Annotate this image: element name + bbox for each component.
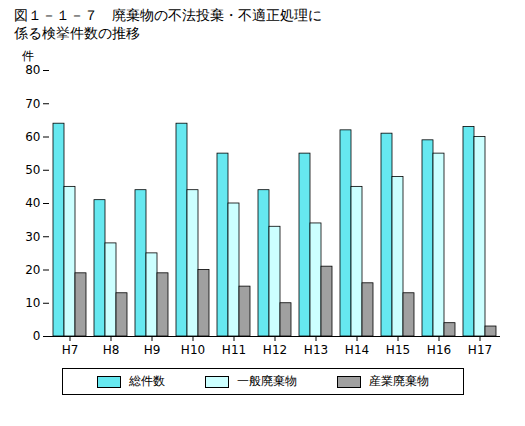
svg-text:H13: H13 (304, 343, 328, 357)
svg-text:H7: H7 (62, 343, 79, 357)
html-text:総件数: 総件数 (128, 374, 165, 389)
svg-text:H15: H15 (386, 343, 410, 357)
svg-text:60: 60 (25, 130, 40, 144)
svg-text:10: 10 (25, 296, 40, 310)
svg-text:0: 0 (33, 330, 41, 344)
svg-text:20: 20 (25, 263, 40, 277)
svg-text:H9: H9 (144, 343, 161, 357)
svg-text:H11: H11 (222, 343, 246, 357)
svg-text:30: 30 (25, 230, 40, 244)
svg-text:H14: H14 (345, 343, 369, 357)
svg-text:80: 80 (25, 64, 40, 78)
svg-text:40: 40 (25, 197, 40, 211)
svg-text:H12: H12 (263, 343, 287, 357)
html-text:図１－１－７ 廃棄物の不法投棄・不適正処理に 係る検挙件数の: 図１－１－７ 廃棄物の不法投棄・不適正処理に 係る検挙件数の推移 (14, 7, 322, 42)
svg-text:H17: H17 (468, 343, 492, 357)
svg-text:H10: H10 (181, 343, 205, 357)
svg-text:70: 70 (25, 97, 40, 111)
svg-text:50: 50 (25, 163, 40, 177)
svg-text:H16: H16 (427, 343, 451, 357)
html-text:件: 件 (22, 49, 34, 64)
svg-text:H8: H8 (103, 343, 120, 357)
html-text:一般廃棄物: 一般廃棄物 (236, 374, 297, 389)
html-text:産業廃棄物: 産業廃棄物 (368, 374, 429, 389)
